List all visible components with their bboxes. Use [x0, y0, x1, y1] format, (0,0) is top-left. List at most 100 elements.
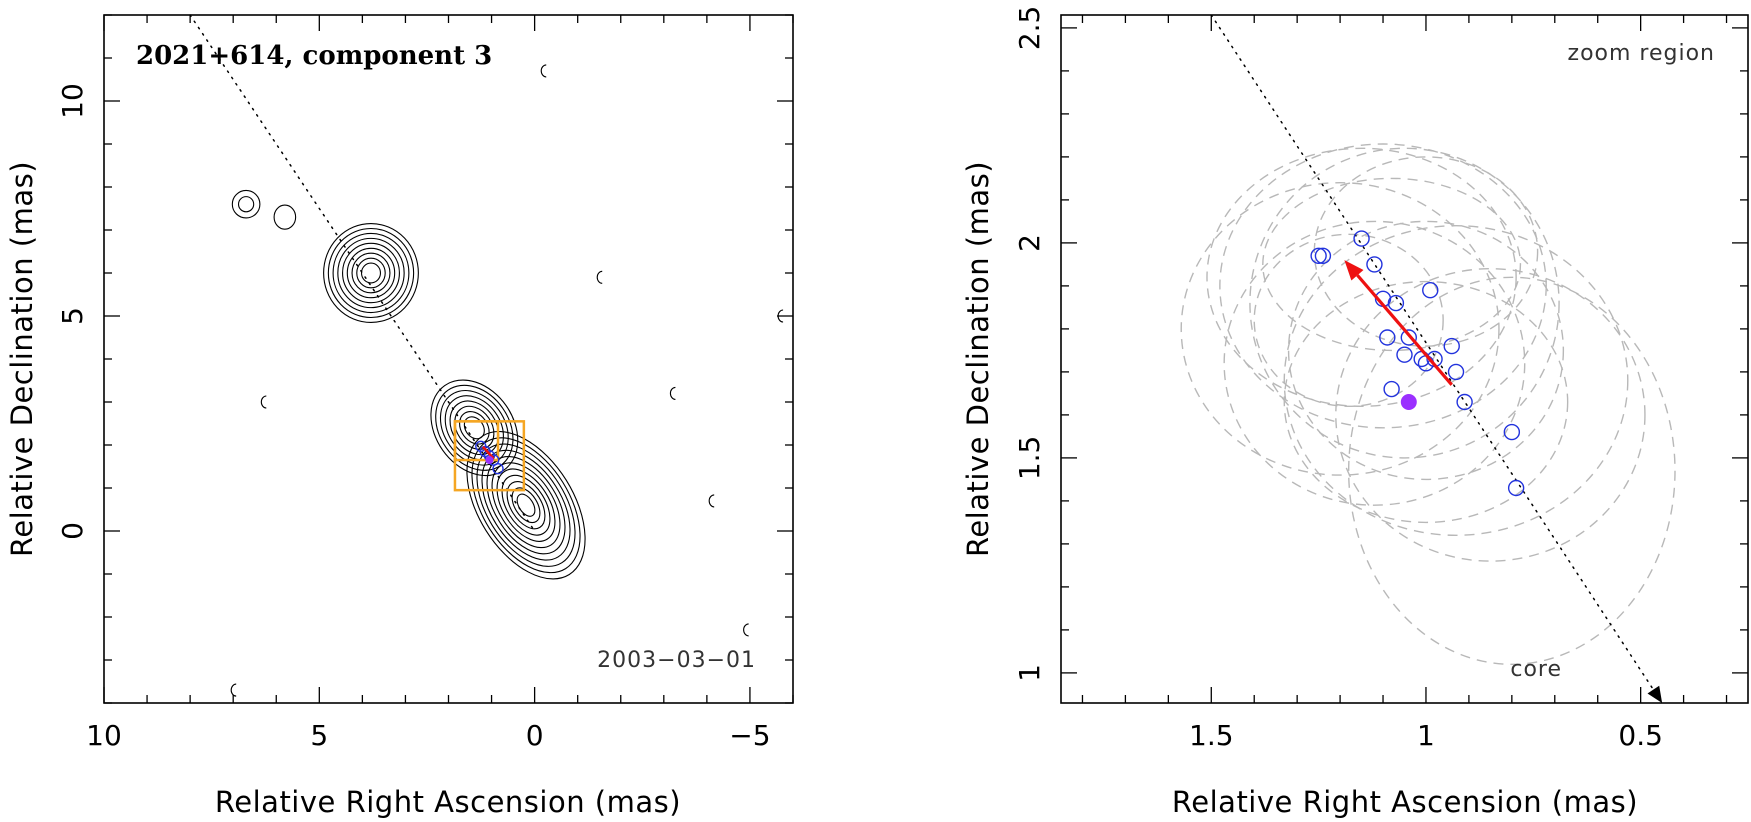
beam-ellipse: [1180, 181, 1500, 476]
epoch-label: 2003−03−01: [597, 648, 756, 673]
y-tick-label: 1: [1013, 664, 1046, 682]
beam-ellipse: [1313, 156, 1539, 347]
y-tick-label: 2: [1013, 234, 1046, 252]
left-panel: 10 5 0 −5 0 5 10 2021+614, component 3 2003−03…: [5, 14, 794, 819]
component-3-contour: [459, 411, 490, 445]
source-label: 2021+614, component 3: [136, 41, 492, 71]
beam-ellipse: [1219, 143, 1547, 429]
x-tick-label: −5: [729, 719, 770, 752]
beam-ellipse: [1287, 220, 1565, 481]
motion-arrow: [1344, 260, 1453, 386]
epoch-position-point: [1456, 393, 1473, 411]
component-3-contour: [463, 416, 485, 440]
left-axis-ticks: 10 5 0 −5 0 5 10: [56, 14, 794, 752]
noise-contour: [708, 494, 715, 508]
epoch-position-point: [1383, 380, 1400, 398]
outer-component-contour: [356, 257, 386, 289]
epoch-position-point: [1507, 479, 1525, 497]
right-plot-frame: [1060, 14, 1749, 704]
noise-contour: [743, 623, 749, 637]
epoch-position-point: [1310, 247, 1327, 265]
outer-component-contour: [351, 252, 391, 294]
left-y-axis-label: Relative Declination (mas): [5, 161, 39, 557]
outer-component-contour: [346, 247, 396, 299]
epoch-position-point: [1366, 256, 1383, 273]
trajectory-line: [189, 14, 536, 532]
component-position-point: [492, 462, 504, 475]
knot-contour: [273, 204, 297, 230]
epoch-position-point: [1422, 282, 1439, 299]
right-trajectory-line: [1210, 15, 1663, 703]
left-mean-position: [485, 456, 494, 465]
core-contour: [516, 493, 536, 517]
right-axis-ticks: 1.5 1 0.5 1 1.5 2 2.5: [1013, 6, 1748, 752]
core-contour: [496, 468, 556, 542]
core-contour: [476, 443, 576, 567]
beam-ellipse: [1206, 147, 1517, 407]
left-trajectory-line: [189, 14, 536, 532]
zoom-region-label: zoom region: [1568, 41, 1715, 66]
right-x-axis-label: Relative Right Ascension (mas): [1172, 785, 1638, 819]
outer-component-contour: [342, 242, 400, 304]
epoch-position-point: [1503, 423, 1521, 441]
y-tick-label: 1.5: [1013, 436, 1046, 481]
x-tick-label: 0.5: [1618, 719, 1663, 752]
x-tick-label: 0: [526, 719, 544, 752]
right-y-axis-label: Relative Declination (mas): [961, 161, 995, 557]
trajectory-line: [1210, 15, 1663, 703]
knot-contour: [237, 196, 255, 213]
noise-contour: [596, 270, 603, 284]
left-x-axis-label: Relative Right Ascension (mas): [215, 785, 681, 819]
noise-contour: [260, 395, 267, 409]
x-tick-label: 5: [310, 719, 328, 752]
x-tick-label: 10: [86, 719, 122, 752]
noise-contour: [230, 683, 237, 697]
epoch-position-point: [1443, 337, 1460, 355]
core-contour: [471, 437, 581, 574]
knot-contour: [231, 189, 261, 219]
epoch-position-point: [1353, 230, 1370, 247]
core-contour: [506, 481, 546, 530]
outer-component-contour: [332, 232, 410, 314]
outer-component-contour: [327, 227, 415, 319]
core-direction-arrowhead: [1647, 685, 1663, 703]
right-panel: 1.5 1 0.5 1 1.5 2 2.5 zoom region core Relativ…: [961, 6, 1749, 819]
left-plot-frame: [103, 14, 794, 704]
epoch-positions: [1310, 230, 1525, 497]
beam-ellipse: [1262, 177, 1522, 352]
x-tick-label: 1.5: [1189, 719, 1234, 752]
x-tick-label: 1: [1417, 719, 1435, 752]
left-motion-arrow: [482, 445, 495, 460]
y-tick-label: 2.5: [1013, 6, 1046, 51]
mean-position-point: [1400, 394, 1417, 410]
outer-component-contour: [323, 223, 419, 324]
beam-ellipse: [1253, 233, 1444, 407]
zoom-box: [453, 420, 500, 462]
core-contour: [491, 462, 561, 549]
y-tick-label: 0: [56, 522, 89, 540]
outer-component-contour: [360, 262, 382, 284]
beam-ellipse: [1347, 276, 1676, 665]
beam-ellipse: [1223, 220, 1526, 506]
epoch-position-point: [1447, 363, 1465, 381]
epoch-position-point: [1387, 294, 1405, 312]
beam-ellipses: [1180, 143, 1676, 665]
core-label: core: [1510, 657, 1562, 682]
epoch-position-point: [1314, 247, 1332, 265]
beam-ellipse: [1335, 268, 1646, 562]
outer-component-contour: [337, 237, 405, 309]
zoom-region-boxes: [453, 420, 526, 492]
beam-ellipse: [1283, 280, 1569, 524]
beam-ellipse: [1249, 147, 1560, 459]
beam-ellipse: [1283, 224, 1629, 537]
noise-contour: [669, 386, 676, 400]
contour-map: [230, 64, 784, 697]
component-3-contour: [435, 384, 514, 471]
core-contour: [501, 474, 551, 536]
epoch-position-point: [1396, 346, 1413, 363]
y-tick-label: 5: [56, 307, 89, 325]
epoch-position-point: [1400, 329, 1417, 346]
noise-contour: [540, 64, 547, 78]
y-tick-label: 10: [56, 83, 89, 119]
